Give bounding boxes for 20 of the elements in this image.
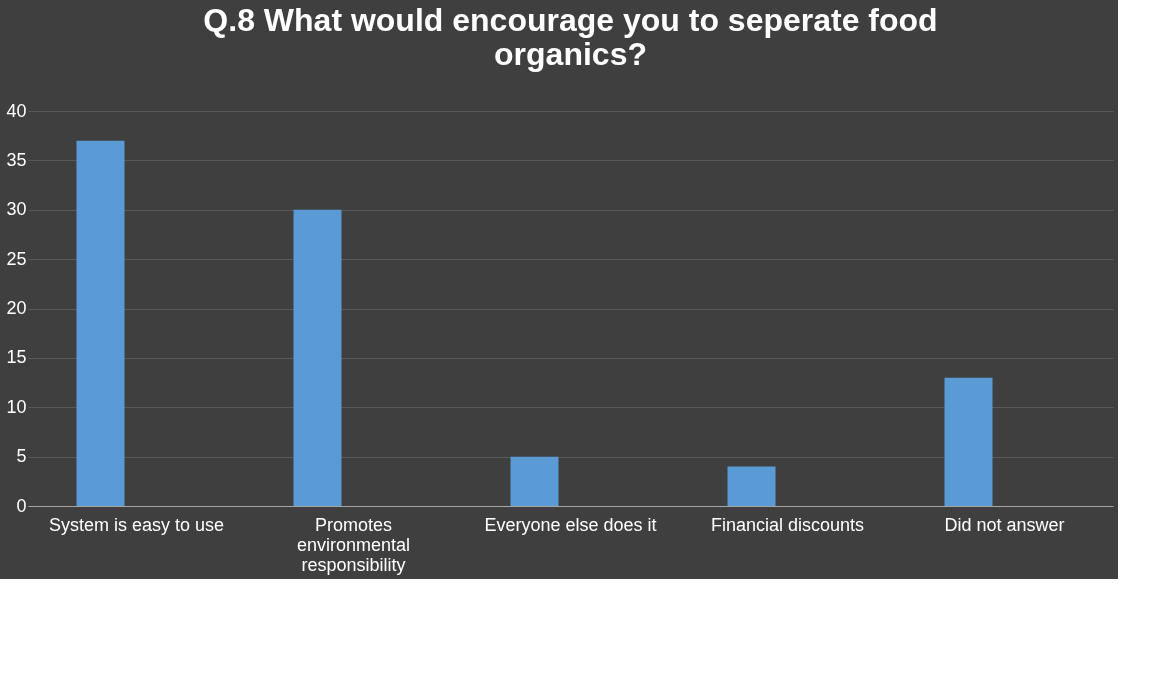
bar [76,140,125,506]
y-tick-label: 15 [6,347,27,368]
y-tick-label: 25 [6,248,27,269]
y-tick-label: 30 [6,199,27,220]
y-tick-label: 5 [16,446,27,467]
y-tick-label: 20 [6,298,27,318]
bar [510,456,559,506]
x-tick-label: Everyone else does it [484,514,657,535]
bar [293,209,342,506]
y-tick-label: 40 [6,100,27,121]
bar [944,377,993,506]
y-tick-label: 0 [16,495,27,516]
x-tick-label: Did not answer [944,514,1065,535]
x-tick-label: Promotes environmental responsibility [296,514,411,575]
y-tick-label: 10 [6,396,27,417]
x-tick-label: System is easy to use [48,514,225,535]
y-tick-label: 35 [6,149,27,170]
x-tick-label: Financial discounts [710,514,865,535]
chart-title: Q.8 What would encourage you to seperate food organics? [203,2,938,72]
bar [727,466,776,506]
